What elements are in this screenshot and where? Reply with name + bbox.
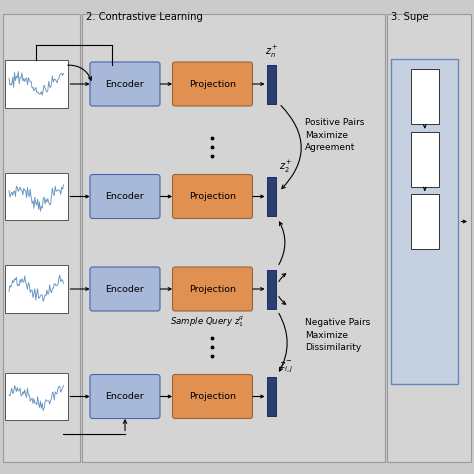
FancyBboxPatch shape — [90, 267, 160, 311]
FancyBboxPatch shape — [173, 267, 253, 311]
FancyBboxPatch shape — [2, 14, 80, 462]
FancyBboxPatch shape — [267, 377, 276, 416]
Text: Encoder: Encoder — [106, 284, 145, 293]
Text: Projection: Projection — [189, 284, 236, 293]
Text: $z_2^+$: $z_2^+$ — [279, 158, 293, 174]
FancyBboxPatch shape — [391, 59, 458, 384]
FancyBboxPatch shape — [267, 64, 276, 103]
FancyBboxPatch shape — [5, 373, 67, 420]
Text: Encoder: Encoder — [106, 192, 145, 201]
Text: Projection: Projection — [189, 392, 236, 401]
Text: Encoder: Encoder — [106, 80, 145, 89]
FancyBboxPatch shape — [90, 374, 160, 419]
FancyBboxPatch shape — [90, 62, 160, 106]
Text: Sample Query $z_1^q$: Sample Query $z_1^q$ — [170, 315, 245, 329]
FancyBboxPatch shape — [411, 131, 438, 186]
FancyBboxPatch shape — [5, 265, 67, 313]
FancyBboxPatch shape — [411, 69, 438, 124]
FancyBboxPatch shape — [173, 174, 253, 219]
FancyBboxPatch shape — [5, 60, 67, 108]
FancyBboxPatch shape — [267, 177, 276, 216]
Text: Projection: Projection — [189, 80, 236, 89]
FancyBboxPatch shape — [90, 174, 160, 219]
Text: Negative Pairs
Maximize
Dissimilarity: Negative Pairs Maximize Dissimilarity — [305, 318, 370, 352]
Text: Projection: Projection — [189, 192, 236, 201]
Text: Positive Pairs
Maximize
Agreement: Positive Pairs Maximize Agreement — [305, 118, 365, 152]
Text: 3. Supe: 3. Supe — [391, 11, 428, 21]
Text: $z_{i,j}^-$: $z_{i,j}^-$ — [279, 360, 293, 374]
FancyBboxPatch shape — [411, 194, 438, 249]
FancyBboxPatch shape — [5, 173, 67, 220]
FancyBboxPatch shape — [173, 62, 253, 106]
Text: Encoder: Encoder — [106, 392, 145, 401]
Text: 2. Contrastive Learning: 2. Contrastive Learning — [86, 11, 203, 21]
FancyBboxPatch shape — [388, 14, 472, 462]
FancyBboxPatch shape — [82, 14, 385, 462]
Text: $z_n^+$: $z_n^+$ — [265, 44, 279, 60]
FancyBboxPatch shape — [267, 270, 276, 309]
FancyBboxPatch shape — [173, 374, 253, 419]
